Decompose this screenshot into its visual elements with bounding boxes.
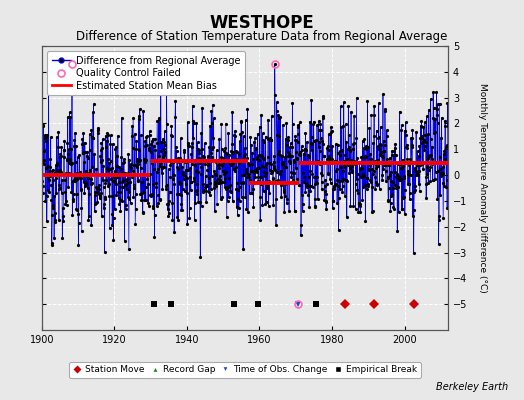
- Text: Berkeley Earth: Berkeley Earth: [436, 382, 508, 392]
- Text: WESTHOPE: WESTHOPE: [210, 14, 314, 32]
- Text: Difference of Station Temperature Data from Regional Average: Difference of Station Temperature Data f…: [77, 30, 447, 43]
- Legend: Station Move, Record Gap, Time of Obs. Change, Empirical Break: Station Move, Record Gap, Time of Obs. C…: [69, 362, 421, 378]
- Y-axis label: Monthly Temperature Anomaly Difference (°C): Monthly Temperature Anomaly Difference (…: [478, 83, 487, 293]
